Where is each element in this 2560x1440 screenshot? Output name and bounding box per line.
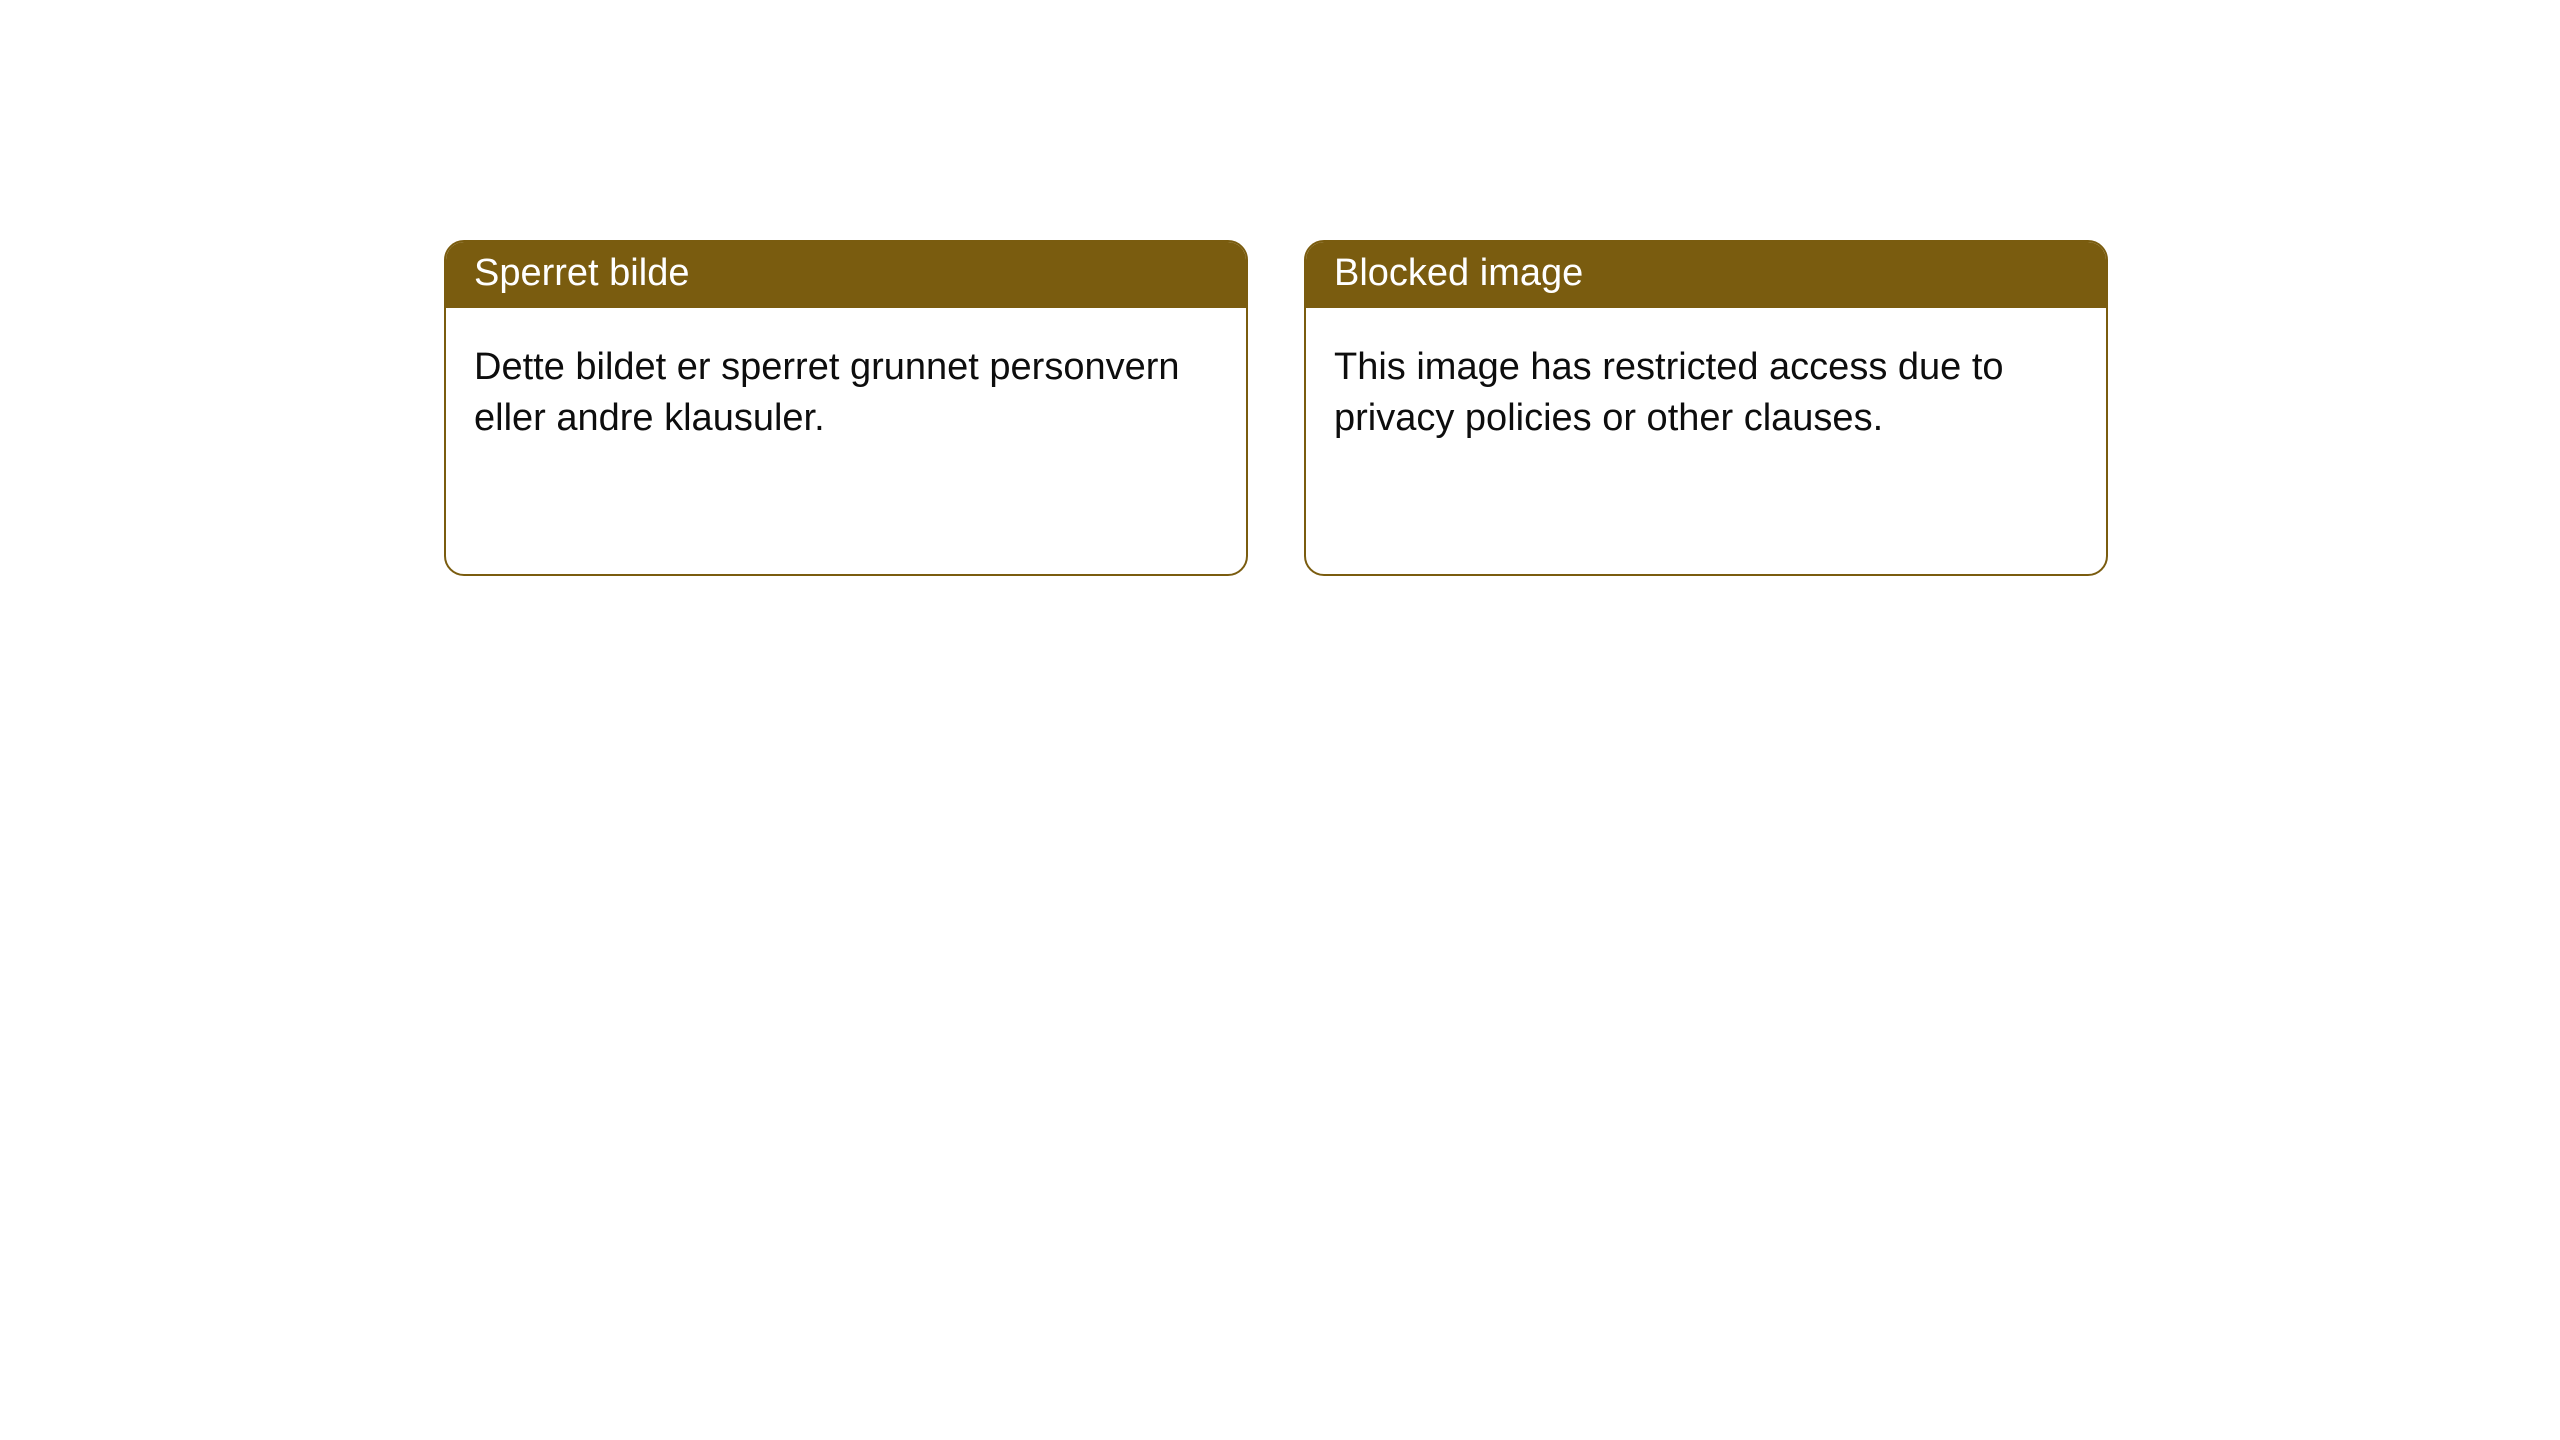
blocked-image-card-no: Sperret bilde Dette bildet er sperret gr…: [444, 240, 1248, 576]
notice-container: Sperret bilde Dette bildet er sperret gr…: [0, 0, 2560, 576]
blocked-image-card-title-en: Blocked image: [1306, 242, 2106, 308]
blocked-image-card-en: Blocked image This image has restricted …: [1304, 240, 2108, 576]
blocked-image-card-message-en: This image has restricted access due to …: [1306, 308, 2106, 479]
blocked-image-card-message-no: Dette bildet er sperret grunnet personve…: [446, 308, 1246, 479]
blocked-image-card-title-no: Sperret bilde: [446, 242, 1246, 308]
